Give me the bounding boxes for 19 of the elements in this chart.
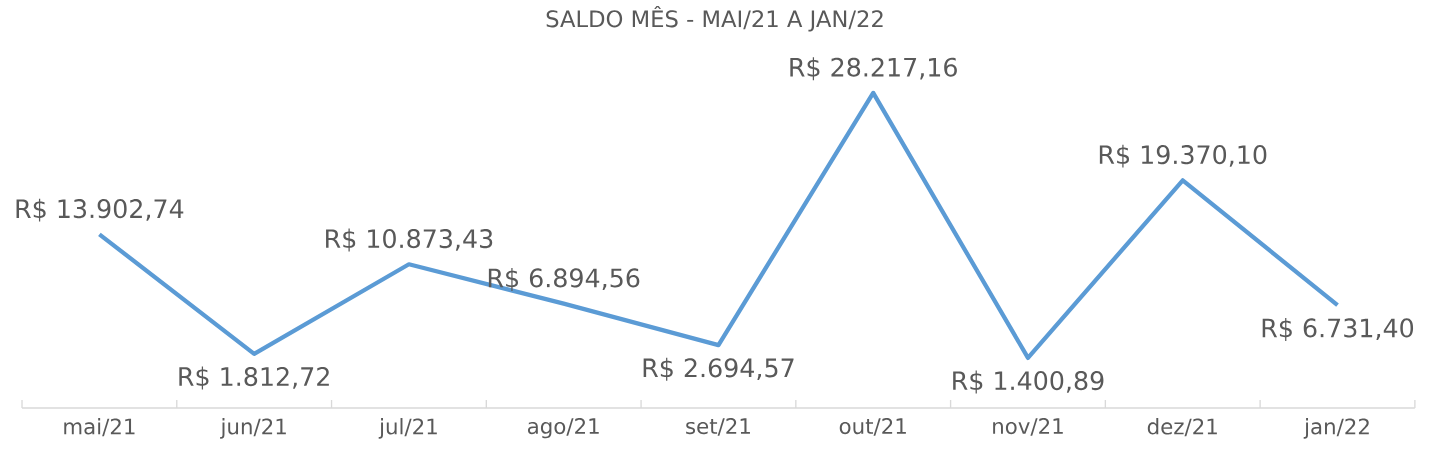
x-tick-label: dez/21 xyxy=(1147,418,1217,437)
data-label: R$ 6.731,40 xyxy=(1262,317,1414,341)
x-tick-label: jun/21 xyxy=(220,418,286,439)
data-label: R$ 2.694,57 xyxy=(643,357,794,381)
x-tick-label: jul/21 xyxy=(378,418,437,439)
data-label: R$ 1.400,89 xyxy=(953,370,1104,394)
x-tick-label: ago/21 xyxy=(527,418,599,439)
chart-title: SALDO MÊS - MAI/21 A JAN/22 xyxy=(546,6,883,32)
data-label: R$ 13.902,74 xyxy=(16,198,184,222)
data-label: R$ 19.370,10 xyxy=(1099,144,1267,168)
data-label: R$ 10.873,43 xyxy=(326,228,493,252)
x-tick-label: out/21 xyxy=(839,418,906,436)
x-tick-label: set/21 xyxy=(686,418,750,436)
data-label: R$ 28.217,16 xyxy=(790,57,957,81)
x-tick-label: jan/22 xyxy=(1303,418,1369,439)
data-label: R$ 6.894,56 xyxy=(488,267,640,291)
x-tick-label: mai/21 xyxy=(64,418,135,437)
x-tick-label: nov/21 xyxy=(993,418,1063,436)
data-label: R$ 1.812,72 xyxy=(179,366,329,390)
